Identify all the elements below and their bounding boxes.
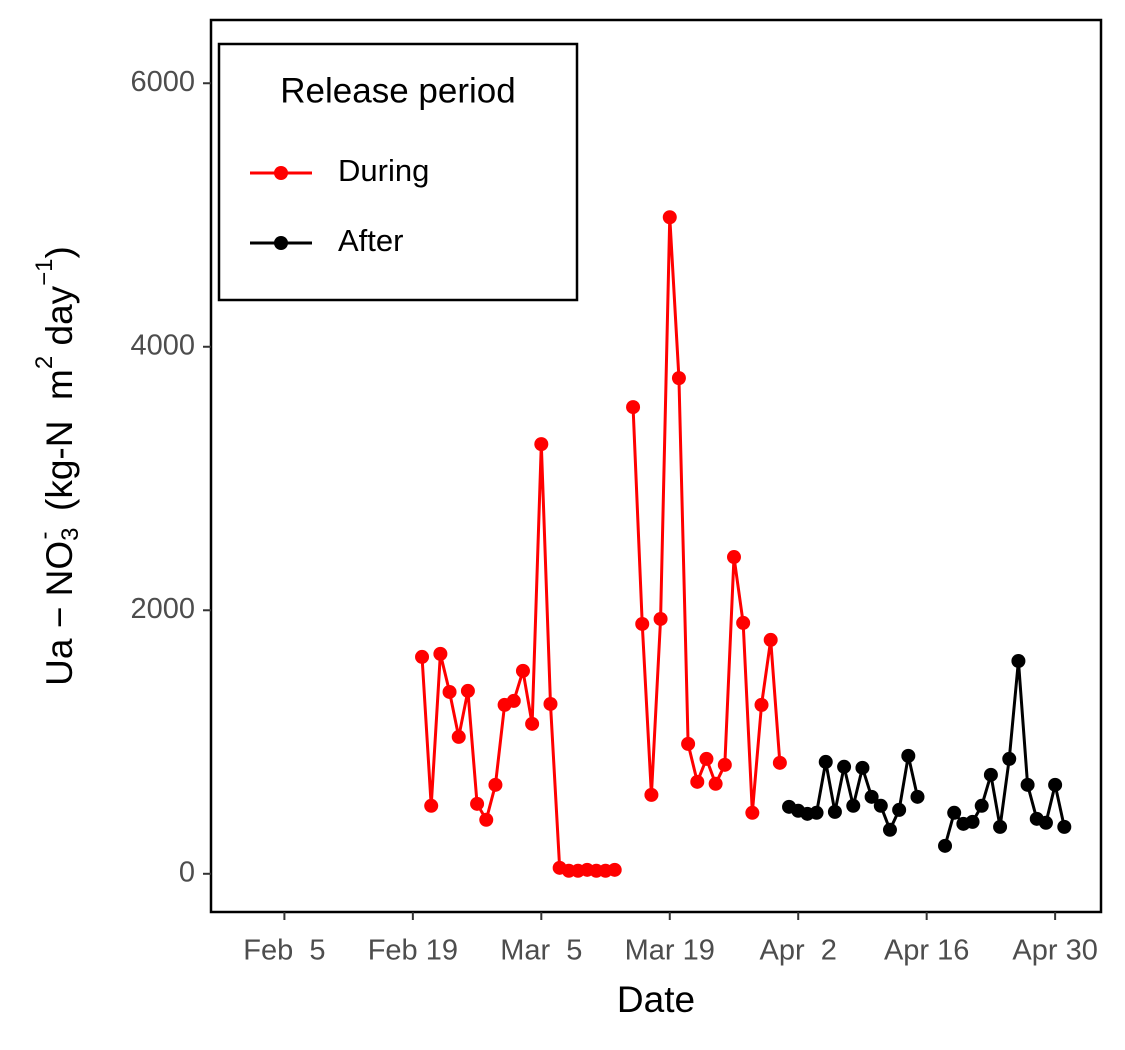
data-point xyxy=(479,812,494,827)
data-point xyxy=(745,805,760,820)
x-tick-label: Mar 19 xyxy=(625,935,715,967)
data-point xyxy=(1048,777,1063,792)
data-point xyxy=(543,696,558,711)
data-point xyxy=(653,611,668,626)
data-point xyxy=(910,789,925,804)
data-point xyxy=(837,759,852,774)
data-point xyxy=(607,862,622,877)
series-line xyxy=(420,444,615,873)
data-point xyxy=(708,776,723,791)
legend-label: After xyxy=(338,223,403,258)
x-tick-label: Apr 2 xyxy=(760,935,837,967)
x-tick-label: Mar 5 xyxy=(500,935,582,967)
legend-label: During xyxy=(338,153,429,188)
data-point xyxy=(662,210,677,225)
data-point xyxy=(855,760,870,775)
data-point xyxy=(644,787,659,802)
y-tick-label: 4000 xyxy=(130,329,195,361)
data-point xyxy=(818,754,833,769)
data-point xyxy=(763,632,778,647)
data-point xyxy=(671,371,686,386)
data-point xyxy=(699,751,714,766)
y-tick-label: 2000 xyxy=(130,593,195,625)
data-point xyxy=(1020,777,1035,792)
y-axis-title: Ua − NO3- (kg-N m2 day−1) xyxy=(31,246,84,686)
x-tick-label: Apr 16 xyxy=(884,935,969,967)
data-point xyxy=(424,798,439,813)
data-point xyxy=(1057,819,1072,834)
data-point xyxy=(717,757,732,772)
data-point xyxy=(460,683,475,698)
data-point xyxy=(1038,815,1053,830)
data-point xyxy=(681,736,696,751)
y-title-part: day xyxy=(39,285,80,355)
data-point xyxy=(726,550,741,565)
legend-title: Release period xyxy=(280,71,515,110)
data-point xyxy=(974,798,989,813)
y-title-part: (kg-N m xyxy=(39,369,80,531)
data-point xyxy=(1002,751,1017,766)
legend-marker xyxy=(274,236,288,250)
data-point xyxy=(901,748,916,763)
data-point xyxy=(433,646,448,661)
data-point xyxy=(515,663,530,678)
data-point xyxy=(525,716,540,731)
data-point xyxy=(882,822,897,837)
x-tick-label: Apr 30 xyxy=(1012,935,1097,967)
y-title-part: Ua − NO xyxy=(39,541,80,686)
data-point xyxy=(451,729,466,744)
x-tick-label: Feb 5 xyxy=(243,935,325,967)
data-point xyxy=(415,649,430,664)
y-title-part: 2 xyxy=(31,356,58,369)
data-point xyxy=(965,814,980,829)
legend: Release period During After xyxy=(217,42,579,302)
y-tick-label: 6000 xyxy=(130,66,195,98)
y-title-part: 3 xyxy=(57,528,84,541)
data-point xyxy=(846,798,861,813)
legend-marker xyxy=(274,166,288,180)
data-point xyxy=(470,796,485,811)
data-point xyxy=(754,697,769,712)
data-point xyxy=(947,805,962,820)
data-point xyxy=(626,400,641,415)
data-point xyxy=(506,693,521,708)
data-point xyxy=(993,819,1008,834)
x-axis-title: Date xyxy=(617,979,695,1020)
y-title-part: −1 xyxy=(31,258,58,285)
data-point xyxy=(772,755,787,770)
data-point xyxy=(442,684,457,699)
y-title-part: - xyxy=(31,532,58,540)
data-point xyxy=(488,777,503,792)
data-point xyxy=(983,767,998,782)
data-point xyxy=(892,802,907,817)
data-point xyxy=(864,789,879,804)
data-point xyxy=(534,437,549,452)
y-tick-label: 0 xyxy=(179,856,195,888)
data-point xyxy=(736,615,751,630)
data-point xyxy=(827,804,842,819)
data-point xyxy=(690,774,705,789)
plot-frame xyxy=(209,18,1103,914)
data-point xyxy=(809,805,824,820)
data-point xyxy=(1011,654,1026,669)
data-point xyxy=(873,798,888,813)
data-point xyxy=(938,838,953,853)
y-title-part: ) xyxy=(39,246,80,258)
x-tick-label: Feb 19 xyxy=(368,935,458,967)
data-point xyxy=(635,616,650,631)
series-line xyxy=(631,217,782,813)
